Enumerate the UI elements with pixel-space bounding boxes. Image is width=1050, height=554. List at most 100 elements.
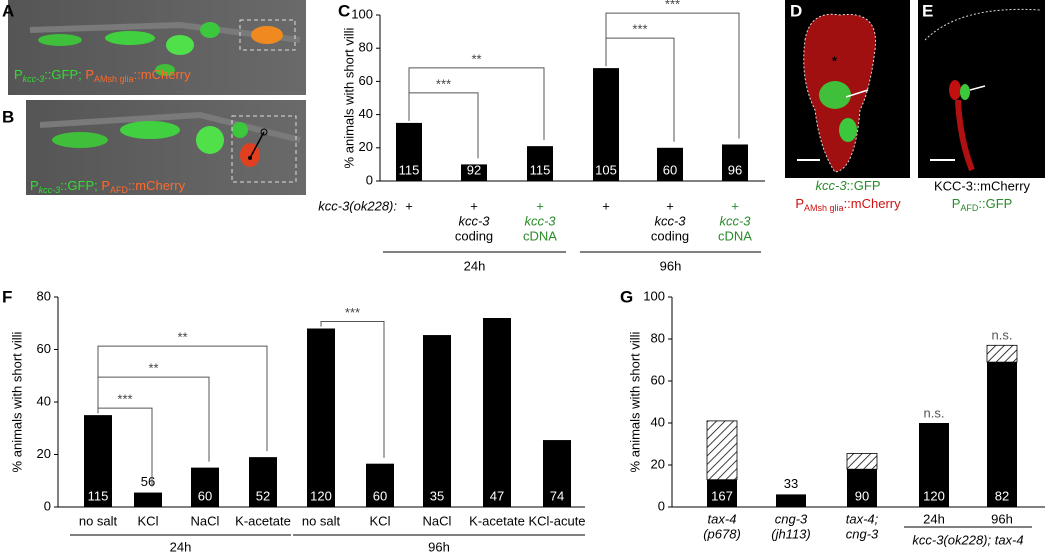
y-tick-label: 20 [651, 456, 665, 471]
caption-text: ::mCherry [134, 67, 192, 82]
x-tick-label: kcc-3 [654, 213, 686, 228]
x-tick-label: cDNA [523, 228, 557, 243]
y-tick-label: 40 [651, 414, 665, 429]
bar-segment [847, 469, 877, 507]
x-tick-label: kcc-3 [458, 213, 490, 228]
significance-bracket [97, 345, 268, 452]
bar [366, 463, 394, 507]
significance-bracket [605, 12, 740, 139]
panel-label: D [790, 1, 802, 20]
significance-label: *** [632, 22, 647, 37]
y-tick-label: 60 [37, 341, 51, 356]
caption-text: kcc-3 [39, 185, 61, 195]
caption-text: P [85, 67, 94, 82]
caption-text: P [30, 178, 39, 193]
caption-text: ::mCherry [844, 196, 902, 211]
bar [483, 318, 511, 507]
count-label: 56 [141, 474, 155, 489]
x-tick-label: tax-4 [708, 511, 737, 526]
caption-text: kcc-3 [23, 74, 45, 84]
x-tick-label: + [731, 198, 739, 213]
bar [134, 492, 162, 507]
star: * [938, 69, 944, 84]
bar [527, 146, 553, 181]
y-tick-label: 80 [651, 330, 665, 345]
bar-segment [776, 494, 806, 507]
y-axis-label: % animals with short villi [9, 331, 24, 472]
x-tick-label: + [405, 198, 413, 213]
count-label: 96 [728, 162, 742, 177]
x-tick-label: no salt [79, 513, 118, 528]
y-tick-label: 0 [658, 498, 665, 513]
group-label: 24h [170, 539, 192, 554]
caption-text: AMsh glia [804, 203, 844, 213]
y-tick-label: 0 [44, 498, 51, 513]
caption-text: P [101, 178, 110, 193]
x-tick-label: + [666, 198, 674, 213]
y-tick-label: 80 [37, 288, 51, 303]
count-label: 105 [595, 162, 617, 177]
caption-text: ::GFP [847, 178, 881, 193]
bar [249, 457, 277, 507]
significance-label: ** [177, 330, 187, 345]
y-tick-label: 100 [351, 6, 373, 21]
significance-bracket [408, 67, 545, 141]
y-tick-label: 60 [359, 73, 373, 88]
caption-text: ::GFP; [44, 67, 85, 82]
y-tick-label: 40 [359, 106, 373, 121]
x-tick-label: coding [455, 228, 493, 243]
bar-segment [986, 344, 1018, 363]
bar [396, 122, 422, 181]
y-tick-label: 60 [651, 372, 665, 387]
y-tick-label: 80 [359, 40, 373, 55]
group-label: kcc-3(ok228); tax-4 [912, 532, 1023, 547]
bar [307, 328, 335, 507]
count-label: 115 [88, 488, 109, 503]
group-label: 96h [660, 258, 682, 273]
svg-text:kcc-3::GFP: kcc-3::GFP [815, 178, 880, 193]
micrograph-b: Pkcc-3::GFP; PAFD::mCherry [26, 100, 306, 195]
caption-text: KCC-3::mCherry [934, 178, 1031, 193]
x-tick-label: cng-3 [775, 511, 808, 526]
bar-segment [919, 423, 949, 507]
micrograph-d: * kcc-3::GFP PAMsh glia::mCherry [785, 0, 910, 213]
x-tick-label: + [602, 198, 610, 213]
caption-text: AMsh glia [94, 74, 134, 84]
x-tick-label: NaCl [423, 513, 452, 528]
panel-label: F [2, 287, 12, 306]
caption-text: ::mCherry [128, 178, 186, 193]
x-tick-label: kcc-3 [719, 213, 751, 228]
bar-segment [846, 453, 878, 470]
star: * [832, 53, 838, 68]
count-label: 33 [784, 476, 798, 491]
significance-label: *** [117, 392, 132, 407]
count-label: 120 [310, 488, 332, 503]
y-tick-label: 20 [359, 139, 373, 154]
svg-text:PAFD::GFP: PAFD::GFP [952, 196, 1013, 213]
y-tick-label: 100 [643, 288, 665, 303]
y-axis-label: % animals with short villi [341, 27, 356, 168]
bar-segment [987, 362, 1017, 507]
svg-text:PAMsh glia::mCherry: PAMsh glia::mCherry [795, 196, 901, 213]
panel-label: A [2, 1, 14, 20]
bar [191, 467, 219, 507]
significance-label: ** [471, 51, 481, 66]
x-tick-label: no salt [302, 513, 341, 528]
y-tick-label: 0 [366, 172, 373, 187]
row-label: kcc-3(ok228): [318, 198, 397, 213]
caption-text: P [952, 196, 961, 211]
count-label: 90 [855, 488, 869, 503]
significance-bracket [320, 321, 385, 458]
caption-text: kcc-3 [815, 178, 847, 193]
x-tick-label: cDNA [718, 228, 752, 243]
count-label: 167 [711, 488, 733, 503]
caption-text: AFD [960, 203, 979, 213]
x-tick-label: KCl [370, 513, 391, 528]
bar-segment [707, 479, 737, 507]
group-label: 96h [428, 539, 450, 554]
group-label: 24h [464, 258, 486, 273]
micrograph-e: * KCC-3::mCherry PAFD::GFP [918, 0, 1045, 213]
caption-text: ::GFP; [60, 178, 101, 193]
significance-label: n.s. [924, 405, 945, 420]
